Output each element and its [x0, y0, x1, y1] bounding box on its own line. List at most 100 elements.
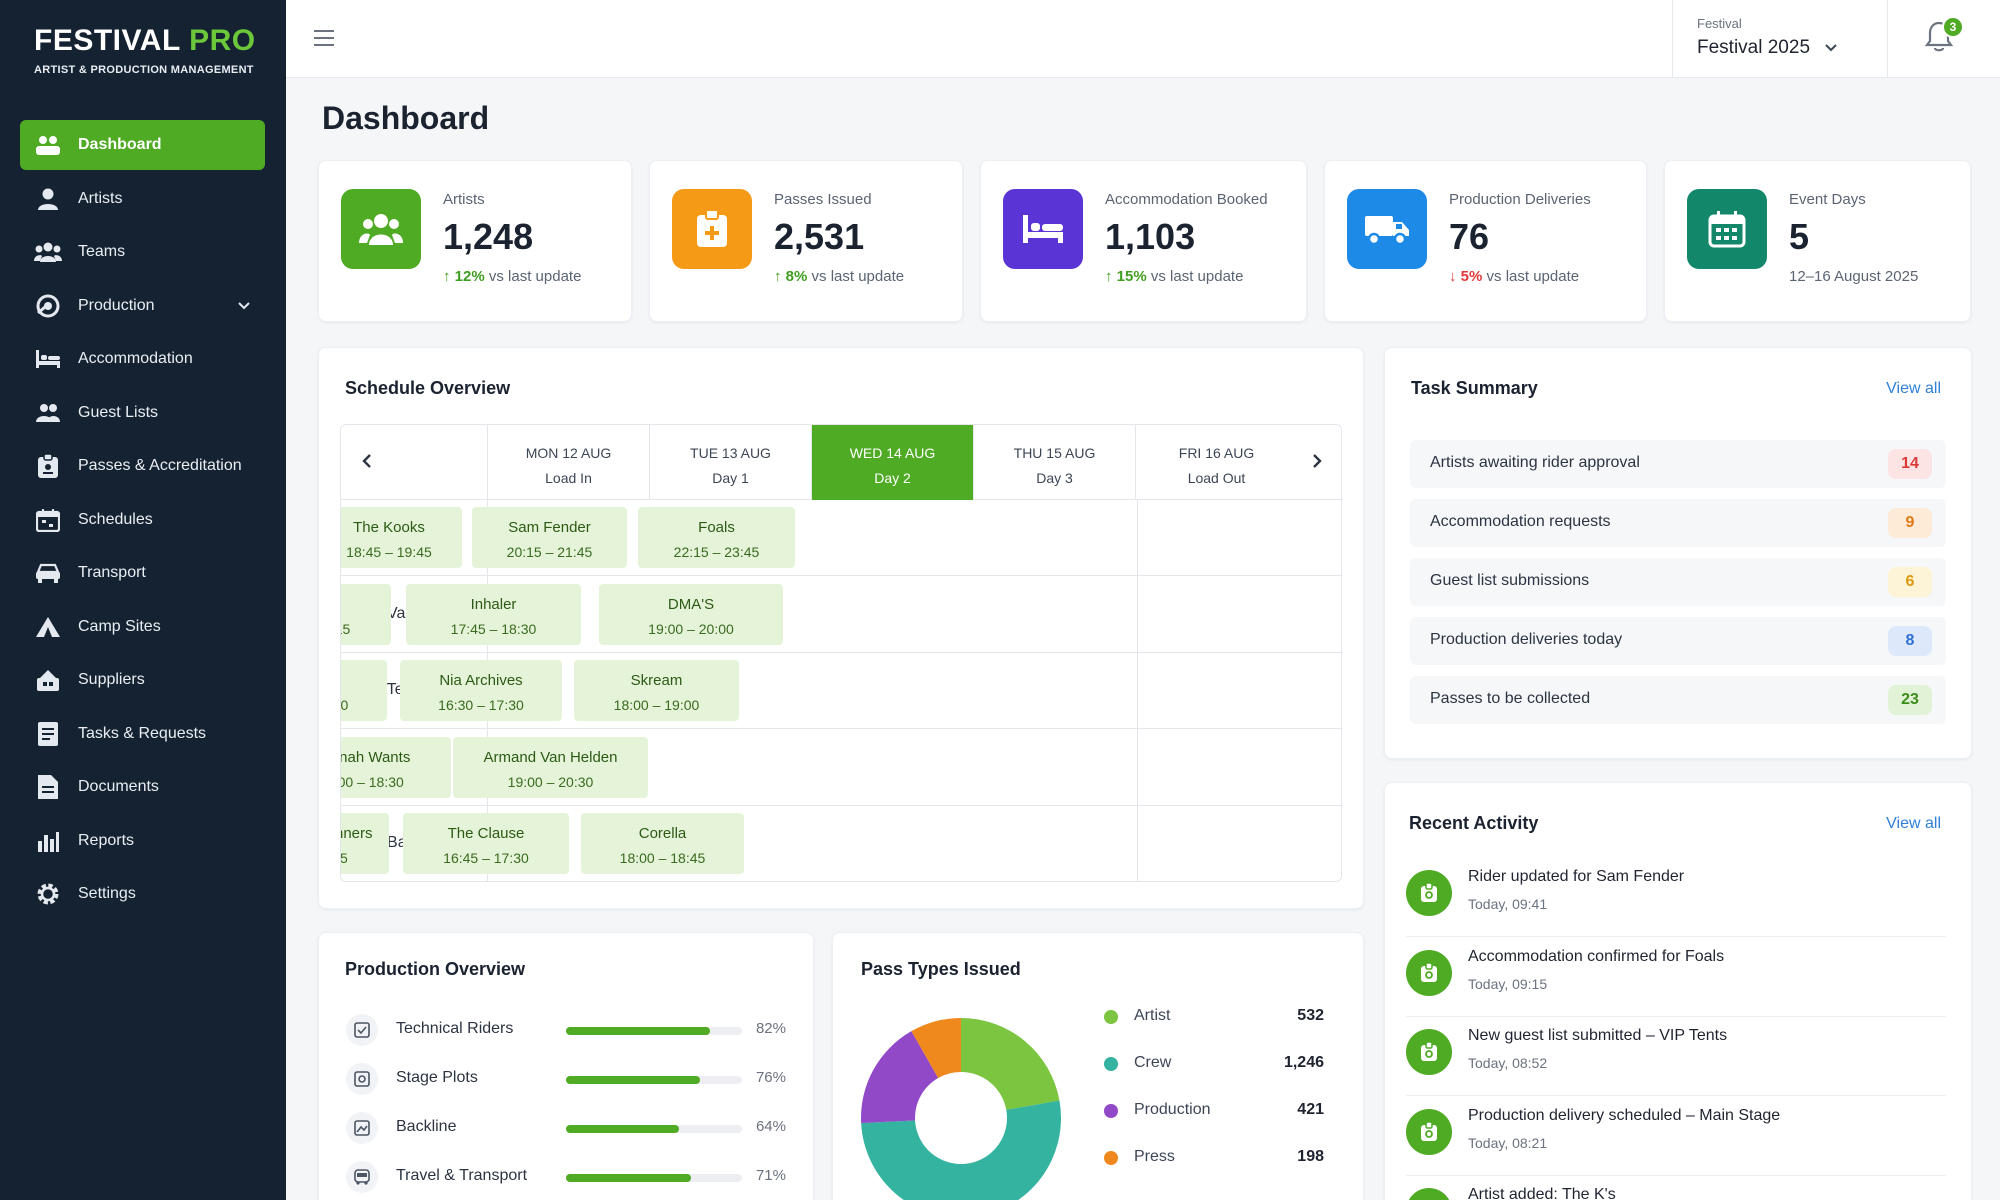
task-item[interactable]: Accommodation requests 9	[1410, 499, 1946, 547]
truck-icon	[1347, 189, 1427, 269]
event-name: Inhaler	[470, 595, 517, 613]
task-label: Guest list submissions	[1430, 572, 1590, 589]
sidebar-item-production[interactable]: Production	[20, 281, 265, 331]
donut-slice-crew[interactable]	[861, 1100, 1061, 1200]
chevron-left-icon[interactable]	[355, 447, 379, 480]
production-item[interactable]: Travel & Transport 71%	[346, 1159, 786, 1195]
chevron-right-icon[interactable]	[1305, 447, 1329, 480]
schedule-event[interactable]: The Kooks 18:45 – 19:45	[341, 507, 462, 568]
stat-change-suffix: vs last update	[1482, 268, 1580, 285]
schedule-day-tab[interactable]: TUE 13 AUG Day 1	[649, 425, 811, 500]
donut-slice-press[interactable]	[911, 1018, 961, 1079]
sidebar-item-schedules[interactable]: Schedules	[20, 495, 265, 545]
people-icon	[341, 189, 421, 269]
event-time: 15:00 – 16:00	[340, 697, 349, 714]
sidebar-item-reports[interactable]: Reports	[20, 816, 265, 866]
schedule-event[interactable]: Corella 18:00 – 18:45	[581, 813, 744, 875]
stat-card[interactable]: Passes Issued 2,531 ↑ 8% vs last update	[649, 160, 963, 322]
production-item[interactable]: Technical Riders 82%	[346, 1012, 786, 1048]
sidebar-item-suppliers[interactable]: Suppliers	[20, 655, 265, 705]
schedule-event[interactable]: Hannah Wants 17:00 – 18:30	[340, 736, 451, 798]
production-item[interactable]: Stage Plots 76%	[346, 1061, 786, 1097]
sidebar-item-guest-lists[interactable]: Guest Lists	[20, 388, 265, 438]
activity-item[interactable]: Production delivery scheduled – Main Sta…	[1406, 1097, 1946, 1176]
task-item[interactable]: Guest list submissions 6	[1410, 558, 1946, 606]
chevron-down-icon	[237, 298, 251, 316]
schedule-event[interactable]: The Clause 16:45 – 17:30	[403, 813, 569, 875]
sidebar-item-transport[interactable]: Transport	[20, 548, 265, 598]
sidebar-item-passes-accreditation[interactable]: Passes & Accreditation	[20, 441, 265, 491]
task-item[interactable]: Artists awaiting rider approval 14	[1410, 440, 1946, 488]
sidebar-item-documents[interactable]: Documents	[20, 762, 265, 812]
sidebar-item-label: Settings	[78, 885, 136, 902]
activity-title: Artist added: The K's	[1468, 1186, 1616, 1200]
stat-card[interactable]: Artists 1,248 ↑ 12% vs last update	[318, 160, 632, 322]
event-name: Hannah Wants	[340, 748, 411, 766]
activity-item[interactable]: Rider updated for Sam Fender Today, 09:41	[1406, 858, 1946, 937]
activity-item[interactable]: Artist added: The K's	[1406, 1176, 1946, 1200]
activity-icon	[1406, 949, 1452, 996]
tasks-view-all-link[interactable]: View all	[1886, 380, 1941, 397]
notifications-button[interactable]: 3	[1922, 16, 1964, 58]
sidebar-item-label: Passes & Accreditation	[78, 457, 242, 474]
stat-value: 2,531	[774, 216, 865, 257]
calendar-icon	[1687, 189, 1767, 269]
event-time: 19:00 – 20:30	[507, 773, 594, 790]
menu-icon[interactable]	[314, 28, 336, 53]
activity-item[interactable]: New guest list submitted – VIP Tents Toda…	[1406, 1017, 1946, 1096]
stat-change-value: 5%	[1460, 268, 1483, 285]
sidebar-item-tasks-requests[interactable]: Tasks & Requests	[20, 709, 265, 759]
schedule-event[interactable]: DMA'S 19:00 – 20:00	[599, 583, 783, 645]
schedule-day-tab[interactable]: WED 14 AUG Day 2	[811, 425, 973, 500]
arrow-up-icon: ↑	[1105, 268, 1117, 285]
donut-slice-artist[interactable]	[961, 1018, 1060, 1110]
task-item[interactable]: Production deliveries today 8	[1410, 617, 1946, 665]
sidebar-item-dashboard[interactable]: Dashboard	[20, 120, 265, 170]
schedule-event[interactable]: Inhaler 17:45 – 18:30	[406, 583, 581, 645]
event-name: The Clause	[447, 825, 525, 843]
production-item[interactable]: Backline 64%	[346, 1110, 786, 1146]
schedule-event[interactable]: Skream 18:00 – 19:00	[574, 660, 739, 722]
legend-item: Production 421	[1104, 1096, 1324, 1124]
schedule-grid: MON 12 AUG Load In TUE 13 AUG Day 1 WED 14 A…	[340, 424, 1342, 882]
stage-plot-icon	[346, 1063, 378, 1095]
legend-dot	[1104, 1104, 1118, 1118]
task-item[interactable]: Passes to be collected 23	[1410, 676, 1946, 724]
stat-card[interactable]: Accommodation Booked 1,103 ↑ 15% vs last u…	[980, 160, 1307, 322]
event-time: 16:45 – 17:30	[443, 850, 529, 867]
schedule-day-tab[interactable]: FRI 16 AUG Load Out	[1135, 425, 1297, 500]
sidebar-item-settings[interactable]: Settings	[20, 869, 265, 919]
schedule-day-tab[interactable]: MON 12 AUG Load In	[487, 425, 649, 500]
notification-badge: 3	[1942, 16, 1964, 38]
schedule-title: Schedule Overview	[345, 378, 511, 398]
schedule-day-tab[interactable]: THU 15 AUG Day 3	[973, 425, 1135, 500]
stat-value: 76	[1449, 216, 1490, 257]
activity-item[interactable]: Accommodation confirmed for Foals Today, …	[1406, 938, 1946, 1017]
brand-logo[interactable]: FESTIVAL PRO ARTIST & PRODUCTION MANAGEM…	[34, 24, 256, 76]
sidebar-item-label: Dashboard	[78, 136, 162, 153]
schedule-event[interactable]: The Lottery Winners 15:30 – 16:15	[341, 813, 389, 875]
stat-label: Artists	[443, 191, 485, 208]
stat-change-suffix: vs last update	[807, 268, 905, 285]
pass-icon	[34, 452, 62, 480]
stat-change: ↑ 8% vs last update	[774, 268, 904, 285]
schedule-event[interactable]: Sam Fender 20:15 – 21:45	[472, 507, 627, 568]
stat-card[interactable]: Event Days 5 12–16 August 2025	[1664, 160, 1971, 322]
schedule-event[interactable]: Foals 22:15 – 23:45	[638, 507, 795, 568]
schedule-event[interactable]: Armand Van Helden 19:00 – 20:30	[453, 736, 648, 798]
event-name: The Kooks	[353, 519, 425, 536]
sidebar-item-artists[interactable]: Artists	[20, 174, 265, 224]
sidebar-item-camp-sites[interactable]: Camp Sites	[20, 602, 265, 652]
sidebar-item-accommodation[interactable]: Accommodation	[20, 334, 265, 384]
schedule-event[interactable]: Easy Life 16:30 – 17:15	[341, 583, 391, 645]
sidebar-item-teams[interactable]: Teams	[20, 227, 265, 277]
festival-select[interactable]: Festival Festival 2025	[1672, 0, 1888, 78]
pass-types-title: Pass Types Issued	[861, 959, 1021, 979]
event-time: 17:00 – 18:30	[341, 773, 404, 790]
donut-slice-production[interactable]	[861, 1031, 939, 1124]
activity-view-all-link[interactable]: View all	[1886, 815, 1941, 832]
schedule-event[interactable]: Nia Archives 16:30 – 17:30	[400, 660, 562, 722]
stat-card[interactable]: Production Deliveries 76 ↓ 5% vs last upda…	[1324, 160, 1647, 322]
schedule-event[interactable]: KETTAMA 15:00 – 16:00	[340, 660, 387, 722]
